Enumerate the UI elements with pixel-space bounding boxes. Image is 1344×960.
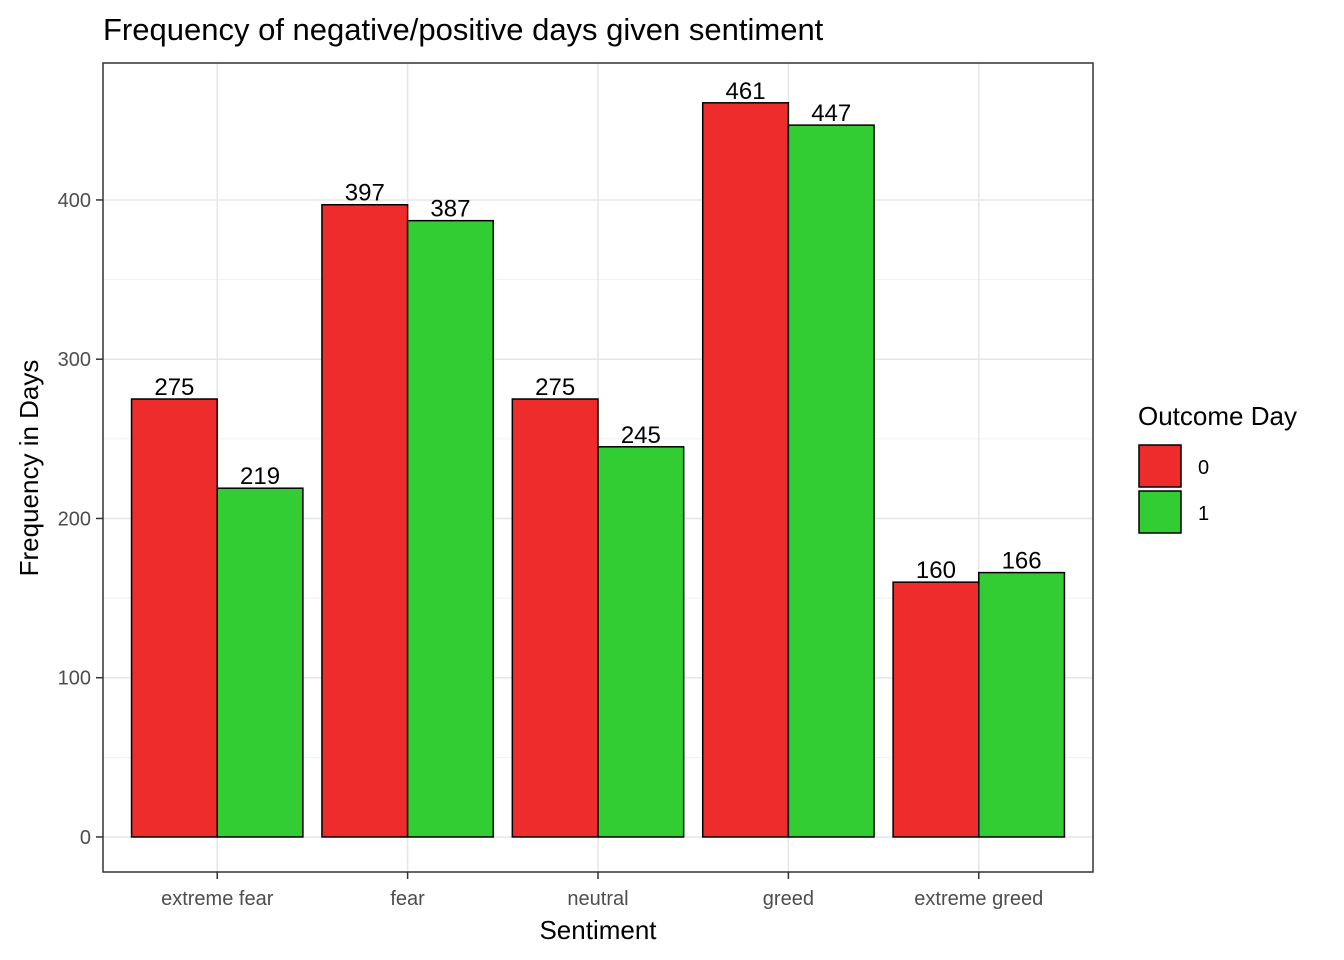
legend-swatch bbox=[1138, 444, 1182, 488]
y-tick-label: 400 bbox=[58, 190, 91, 212]
bar-extreme-fear-series-1 bbox=[216, 487, 304, 838]
bars bbox=[130, 102, 1066, 838]
data-label: 219 bbox=[240, 463, 280, 490]
data-label: 275 bbox=[154, 374, 194, 401]
x-tick-label: neutral bbox=[567, 888, 628, 910]
x-tick-label: fear bbox=[390, 888, 425, 910]
bar-fear-series-1 bbox=[406, 219, 495, 838]
bar-neutral-series-1 bbox=[597, 446, 685, 838]
y-axis-title: Frequency in Days bbox=[14, 360, 44, 577]
x-tick-label: extreme greed bbox=[914, 888, 1043, 910]
bar-extreme-fear-series-0 bbox=[130, 398, 218, 838]
legend-title: Outcome Day bbox=[1138, 401, 1297, 431]
data-labels: 275 397 275 461 160 219 387 245 447 166 bbox=[154, 78, 1041, 584]
bar-fear-series-0 bbox=[321, 203, 409, 838]
y-axis: 0 100 200 300 400 bbox=[58, 190, 103, 849]
data-label: 166 bbox=[1002, 548, 1042, 575]
bar-greed-series-1 bbox=[787, 124, 875, 838]
data-label: 447 bbox=[811, 100, 851, 127]
legend-label: 1 bbox=[1198, 503, 1209, 525]
chart-title: Frequency of negative/positive days give… bbox=[103, 12, 824, 47]
legend-label: 0 bbox=[1198, 457, 1209, 479]
legend-swatch bbox=[1138, 490, 1182, 534]
bar-extreme-greed-series-0 bbox=[892, 581, 980, 838]
x-tick-label: extreme fear bbox=[161, 888, 274, 910]
data-label: 397 bbox=[345, 180, 385, 207]
x-axis-title: Sentiment bbox=[539, 915, 657, 945]
y-tick-label: 300 bbox=[58, 349, 91, 371]
bar-greed-series-0 bbox=[701, 102, 790, 838]
data-label: 245 bbox=[621, 422, 661, 449]
x-tick-label: greed bbox=[763, 888, 814, 910]
x-axis: extreme fear fear neutral greed extreme gree… bbox=[161, 872, 1043, 910]
data-label: 275 bbox=[535, 374, 575, 401]
bar-neutral-series-0 bbox=[511, 398, 599, 838]
legend-items: 01 bbox=[1138, 444, 1209, 534]
data-label: 387 bbox=[430, 196, 470, 223]
data-label: 160 bbox=[916, 557, 956, 584]
y-tick-label: 100 bbox=[58, 668, 91, 690]
bar-extreme-greed-series-1 bbox=[978, 571, 1066, 838]
y-tick-label: 0 bbox=[80, 827, 91, 849]
y-tick-label: 200 bbox=[58, 508, 91, 530]
legend: Outcome Day 01 bbox=[1138, 401, 1297, 534]
data-label: 461 bbox=[726, 78, 766, 105]
